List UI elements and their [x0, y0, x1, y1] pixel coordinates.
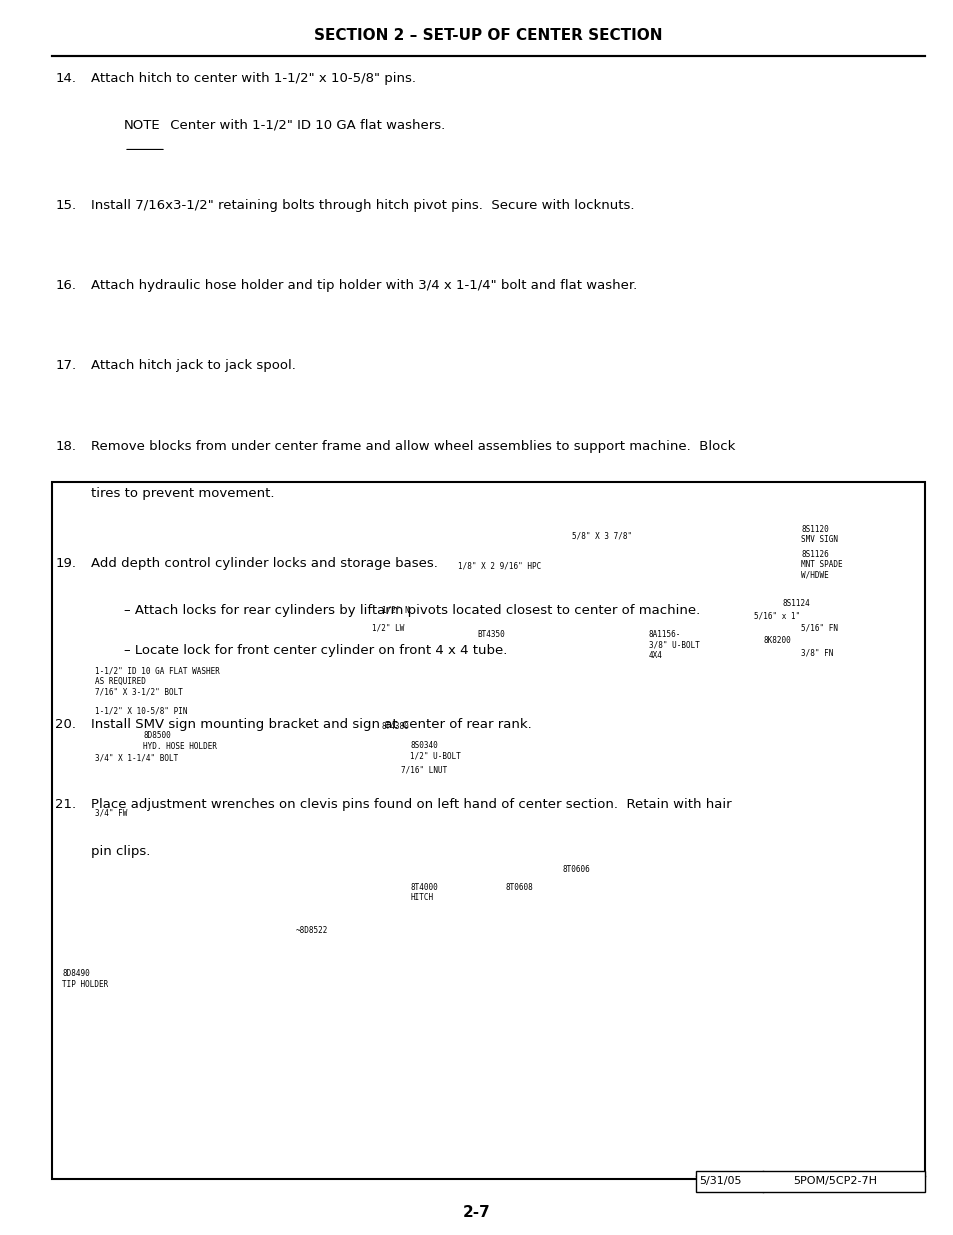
Text: 16.: 16.	[55, 279, 76, 293]
Text: 21.: 21.	[55, 798, 76, 811]
Text: 8S0340
1/2" U-BOLT: 8S0340 1/2" U-BOLT	[410, 741, 460, 761]
Text: – Attach locks for rear cylinders by liftarm pivots located closest to center of: – Attach locks for rear cylinders by lif…	[124, 604, 700, 618]
Text: 8T0608: 8T0608	[505, 883, 533, 892]
Text: tires to prevent movement.: tires to prevent movement.	[91, 487, 274, 500]
Text: 5/8" X 3 7/8": 5/8" X 3 7/8"	[572, 531, 632, 540]
Text: Install 7/16x3-1/2" retaining bolts through hitch pivot pins.  Secure with lockn: Install 7/16x3-1/2" retaining bolts thro…	[91, 199, 634, 212]
Text: 19.: 19.	[55, 557, 76, 571]
Text: 5/16" FN: 5/16" FN	[801, 624, 838, 632]
Text: 8T4380: 8T4380	[381, 722, 409, 731]
Text: Remove blocks from under center frame and allow wheel assemblies to support mach: Remove blocks from under center frame an…	[91, 440, 734, 453]
Text: 1/2" LW: 1/2" LW	[372, 624, 404, 632]
Text: 1/2" N: 1/2" N	[381, 605, 409, 614]
Text: 1/8" X 2 9/16" HPC: 1/8" X 2 9/16" HPC	[457, 562, 540, 571]
Text: NOTE: NOTE	[124, 119, 160, 132]
Text: 8S1126
MNT SPADE
W/HDWE: 8S1126 MNT SPADE W/HDWE	[801, 550, 842, 579]
Text: 1-1/2" X 10-5/8" PIN: 1-1/2" X 10-5/8" PIN	[95, 706, 188, 715]
Text: Attach hitch to center with 1-1/2" x 10-5/8" pins.: Attach hitch to center with 1-1/2" x 10-…	[91, 72, 416, 85]
Text: Place adjustment wrenches on clevis pins found on left hand of center section.  : Place adjustment wrenches on clevis pins…	[91, 798, 731, 811]
Bar	[696, 1171, 924, 1192]
Text: 8T0606: 8T0606	[562, 864, 590, 873]
Text: 20.: 20.	[55, 718, 76, 731]
Text: 1-1/2" ID 10 GA FLAT WASHER
AS REQUIRED
7/16" X 3-1/2" BOLT: 1-1/2" ID 10 GA FLAT WASHER AS REQUIRED …	[95, 667, 220, 697]
Text: pin clips.: pin clips.	[91, 845, 150, 858]
Text: Add depth control cylinder locks and storage bases.: Add depth control cylinder locks and sto…	[91, 557, 437, 571]
Text: 5POM/5CP2-7H: 5POM/5CP2-7H	[792, 1176, 876, 1187]
Text: Install SMV sign mounting bracket and sign at center of rear rank.: Install SMV sign mounting bracket and si…	[91, 718, 531, 731]
Text: Attach hydraulic hose holder and tip holder with 3/4 x 1-1/4" bolt and flat wash: Attach hydraulic hose holder and tip hol…	[91, 279, 637, 293]
Text: 17.: 17.	[55, 359, 76, 373]
Text: 8S1120
SMV SIGN: 8S1120 SMV SIGN	[801, 525, 838, 545]
Text: – Locate lock for front center cylinder on front 4 x 4 tube.: – Locate lock for front center cylinder …	[124, 645, 507, 657]
Text: 8A1156-
3/8" U-BOLT
4X4: 8A1156- 3/8" U-BOLT 4X4	[648, 630, 699, 659]
Text: 5/31/05: 5/31/05	[699, 1176, 740, 1187]
Text: 15.: 15.	[55, 199, 76, 212]
Text: 7/16" LNUT: 7/16" LNUT	[400, 766, 446, 774]
Text: 8D8490
TIP HOLDER: 8D8490 TIP HOLDER	[62, 969, 108, 989]
Text: 2-7: 2-7	[462, 1205, 491, 1220]
Text: Center with 1-1/2" ID 10 GA flat washers.: Center with 1-1/2" ID 10 GA flat washers…	[166, 119, 445, 132]
Text: 8K8200: 8K8200	[762, 636, 790, 645]
Text: 3/8" FN: 3/8" FN	[801, 648, 833, 657]
Text: 8D8500
HYD. HOSE HOLDER: 8D8500 HYD. HOSE HOLDER	[143, 731, 217, 751]
Text: Attach hitch jack to jack spool.: Attach hitch jack to jack spool.	[91, 359, 295, 373]
Text: 18.: 18.	[55, 440, 76, 453]
Text: ~8D8522: ~8D8522	[295, 926, 328, 935]
Text: 8S1124: 8S1124	[781, 599, 809, 608]
Text: 3/4" FW: 3/4" FW	[95, 809, 128, 818]
Text: 14.: 14.	[55, 72, 76, 85]
Text: 8T4000
HITCH: 8T4000 HITCH	[410, 883, 437, 903]
FancyBboxPatch shape	[52, 482, 924, 1179]
Text: 5/16" x 1": 5/16" x 1"	[753, 611, 799, 620]
Text: 3/4" X 1-1/4" BOLT: 3/4" X 1-1/4" BOLT	[95, 753, 178, 762]
Text: SECTION 2 – SET-UP OF CENTER SECTION: SECTION 2 – SET-UP OF CENTER SECTION	[314, 28, 662, 43]
Text: BT4350: BT4350	[476, 630, 504, 638]
